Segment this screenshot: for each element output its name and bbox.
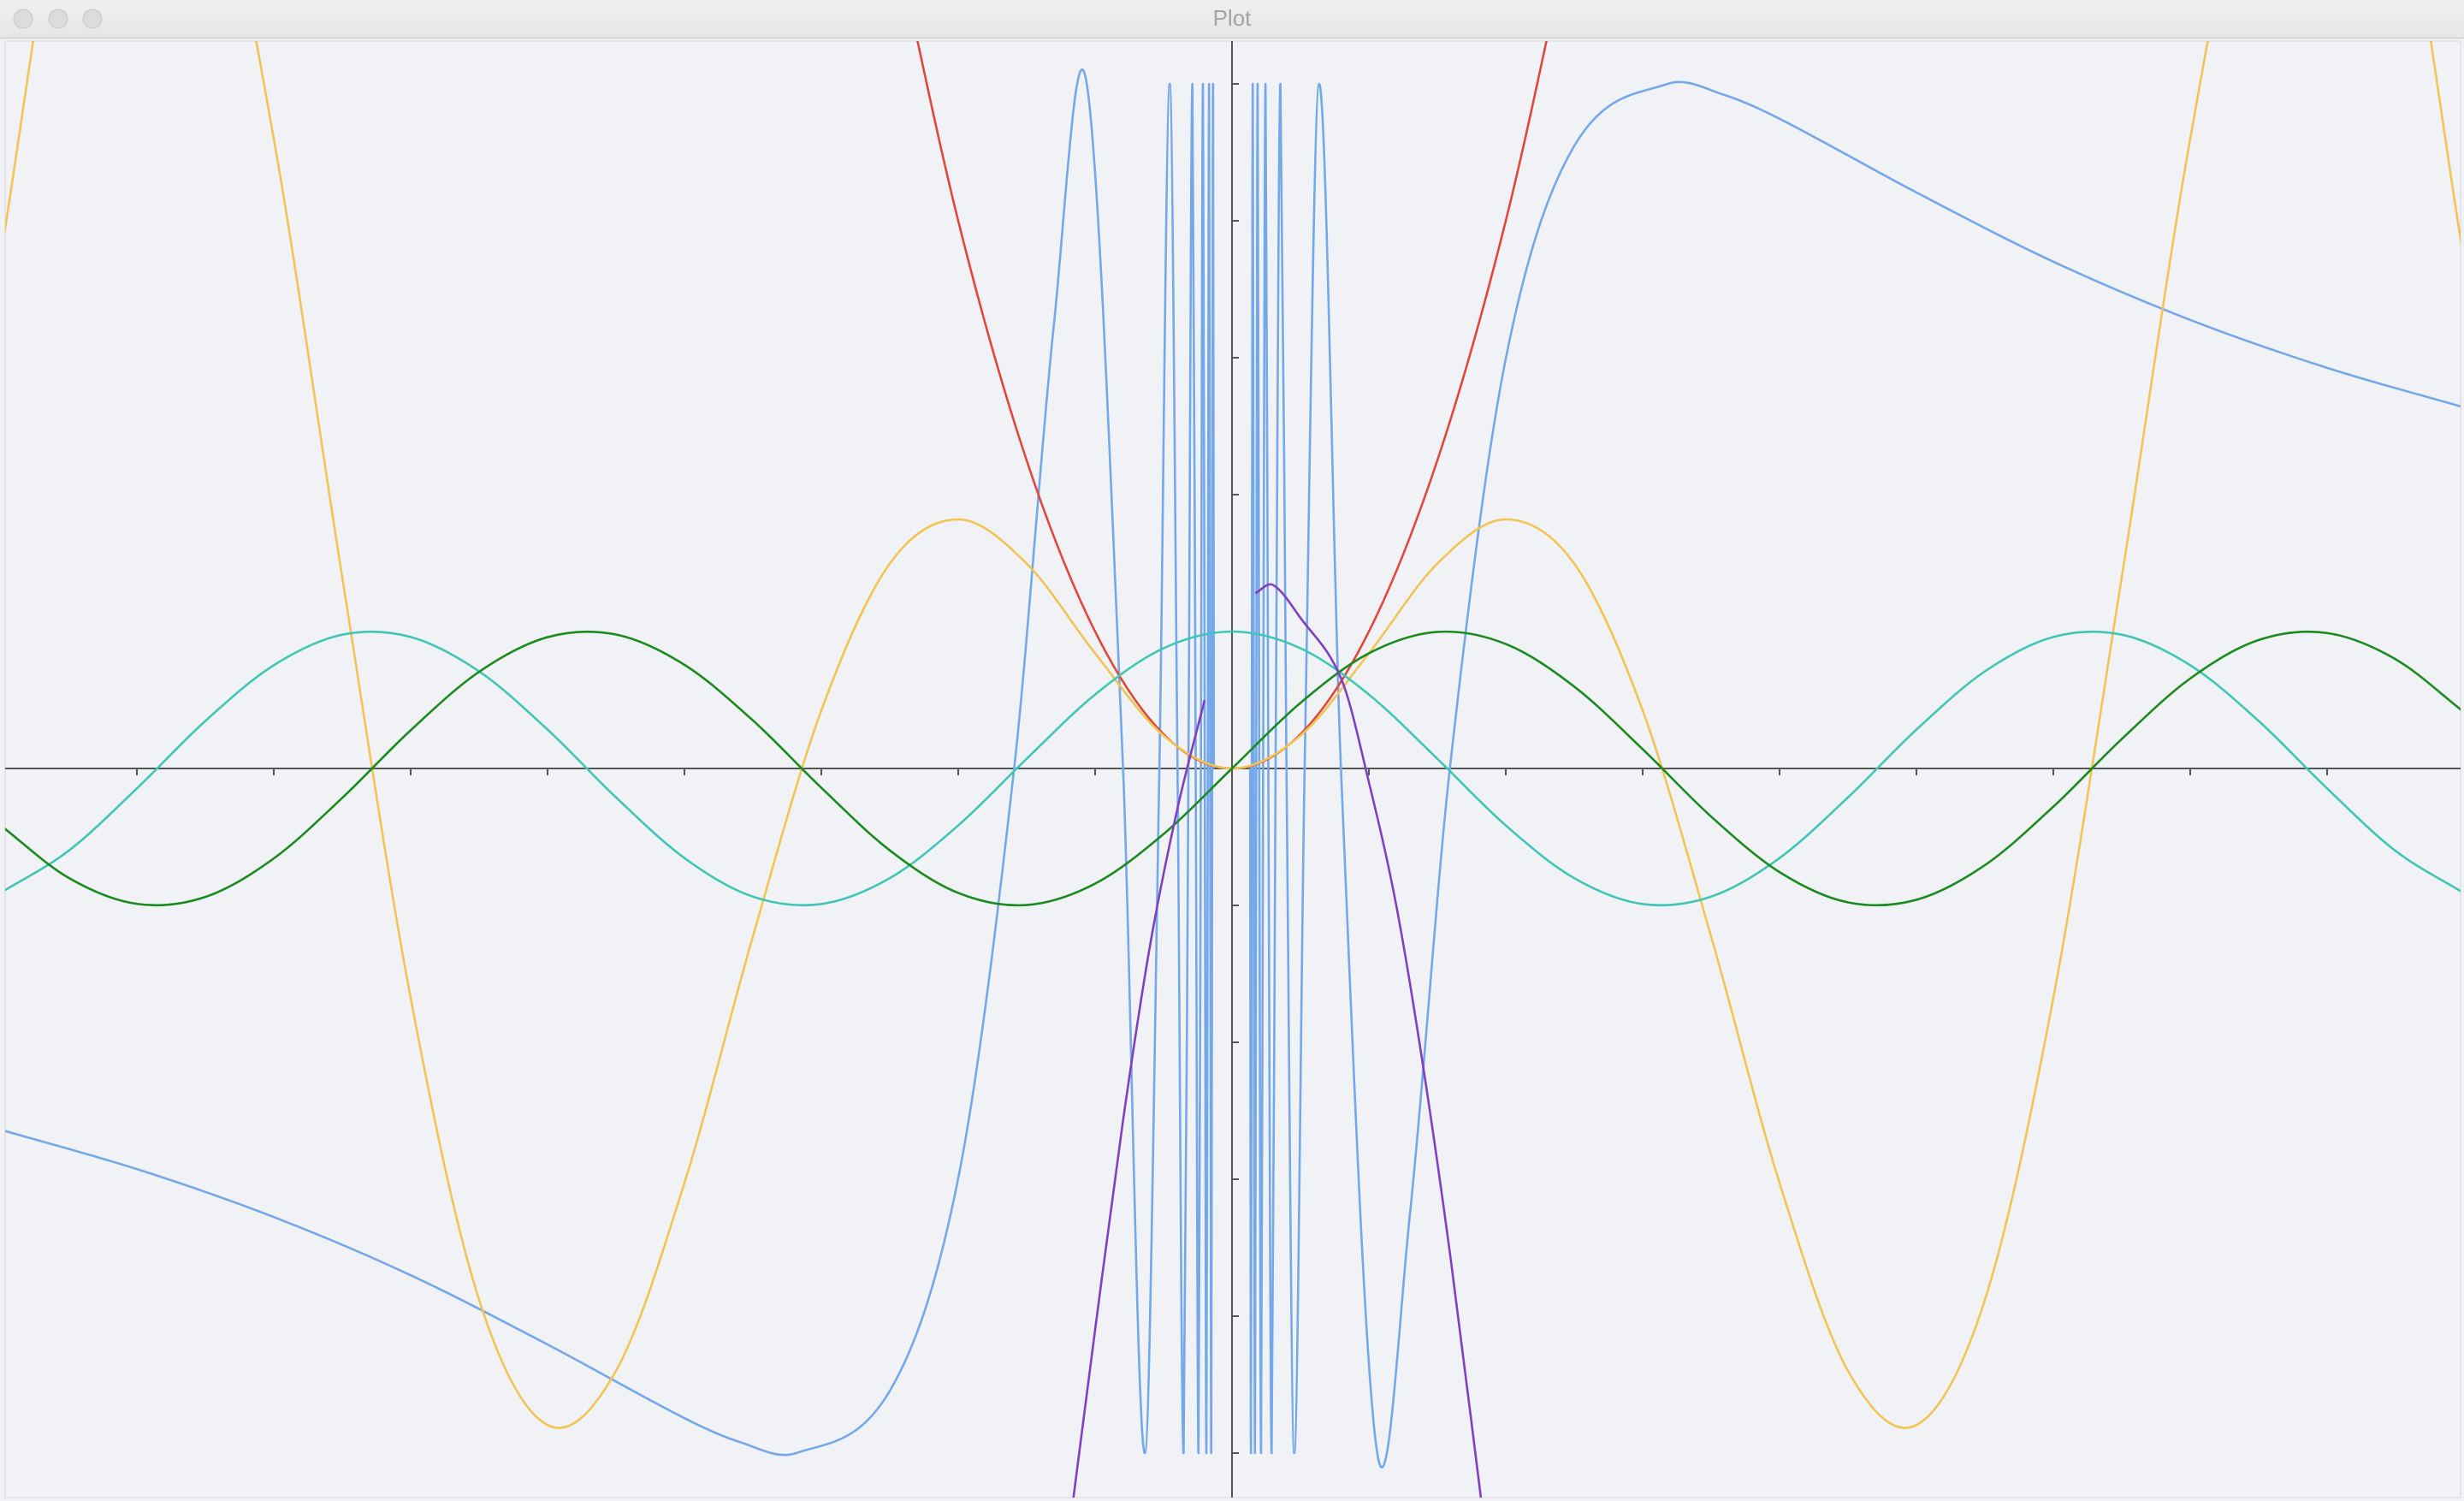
series-line [5,630,2461,907]
series-line [1072,583,1483,1498]
zoom-button[interactable] [82,9,103,29]
window-title: Plot [1213,5,1253,31]
minimize-button[interactable] [48,9,68,29]
series-line [5,630,2461,907]
title-bar [0,0,2464,38]
close-button[interactable] [13,9,33,29]
series-line [5,68,2461,1469]
